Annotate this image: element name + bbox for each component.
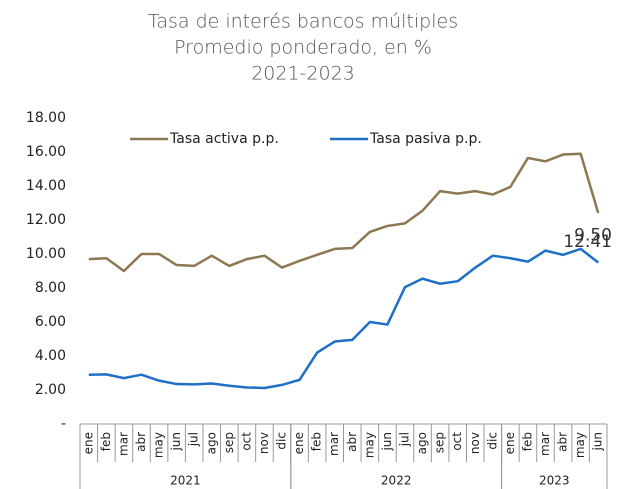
x-tick-label: sep (433, 432, 447, 453)
x-tick-label: oct (450, 432, 464, 451)
x-tick-label: sep (222, 432, 236, 453)
x-tick-label: may (362, 432, 376, 458)
legend-label: Tasa activa p.p. (169, 131, 279, 147)
x-tick-label: jul (187, 432, 201, 447)
chart-title: Tasa de interés bancos múltiples (148, 11, 458, 33)
y-tick-label: 16.00 (26, 144, 66, 160)
y-tick-label: 8.00 (35, 280, 66, 296)
x-tick-label: ene (292, 432, 306, 454)
chart-period: 2021-2023 (251, 63, 355, 85)
x-tick-label: ago (415, 432, 429, 454)
x-tick-label: feb (520, 432, 534, 451)
x-group-label: 2021 (170, 474, 201, 488)
x-tick-label: abr (556, 432, 570, 452)
x-tick-label: ene (81, 432, 95, 454)
x-tick-label: dic (485, 432, 499, 450)
x-tick-label: abr (345, 432, 359, 452)
x-tick-label: abr (134, 432, 148, 452)
x-tick-label: may (573, 432, 587, 458)
y-tick-label: - (61, 416, 66, 432)
x-tick-label: dic (275, 432, 289, 450)
data-label: 12.41 (563, 232, 612, 252)
x-tick-label: jun (169, 432, 183, 452)
y-tick-label: 14.00 (26, 178, 66, 194)
line (88, 247, 599, 390)
x-tick-label: mar (327, 432, 341, 456)
x-tick-label: nov (468, 432, 482, 454)
x-tick-label: oct (239, 432, 253, 451)
y-tick-label: 6.00 (35, 314, 66, 330)
x-tick-label: ago (204, 432, 218, 454)
chart-subtitle: Promedio ponderado, en % (174, 37, 432, 59)
y-tick-label: 4.00 (35, 348, 66, 364)
x-group-label: 2022 (381, 474, 412, 488)
x-tick-label: mar (538, 432, 552, 456)
x-tick-label: ene (503, 432, 517, 454)
y-tick-label: 10.00 (26, 246, 66, 262)
x-tick-label: feb (310, 432, 324, 451)
x-tick-label: mar (116, 432, 130, 456)
x-tick-label: jun (591, 432, 605, 452)
x-tick-label: feb (99, 432, 113, 451)
y-tick-label: 12.00 (26, 212, 66, 228)
x-tick-label: jul (397, 432, 411, 447)
x-tick-label: may (152, 432, 166, 458)
x-group-label: 2023 (539, 474, 570, 488)
x-tick-label: jun (380, 432, 394, 452)
x-tick-label: nov (257, 432, 271, 454)
y-tick-label: 2.00 (35, 382, 66, 398)
data-label: 9.50 (574, 226, 612, 246)
legend-label: Tasa pasiva p.p. (369, 131, 482, 147)
y-tick-label: 18.00 (26, 110, 66, 126)
line (88, 152, 600, 273)
